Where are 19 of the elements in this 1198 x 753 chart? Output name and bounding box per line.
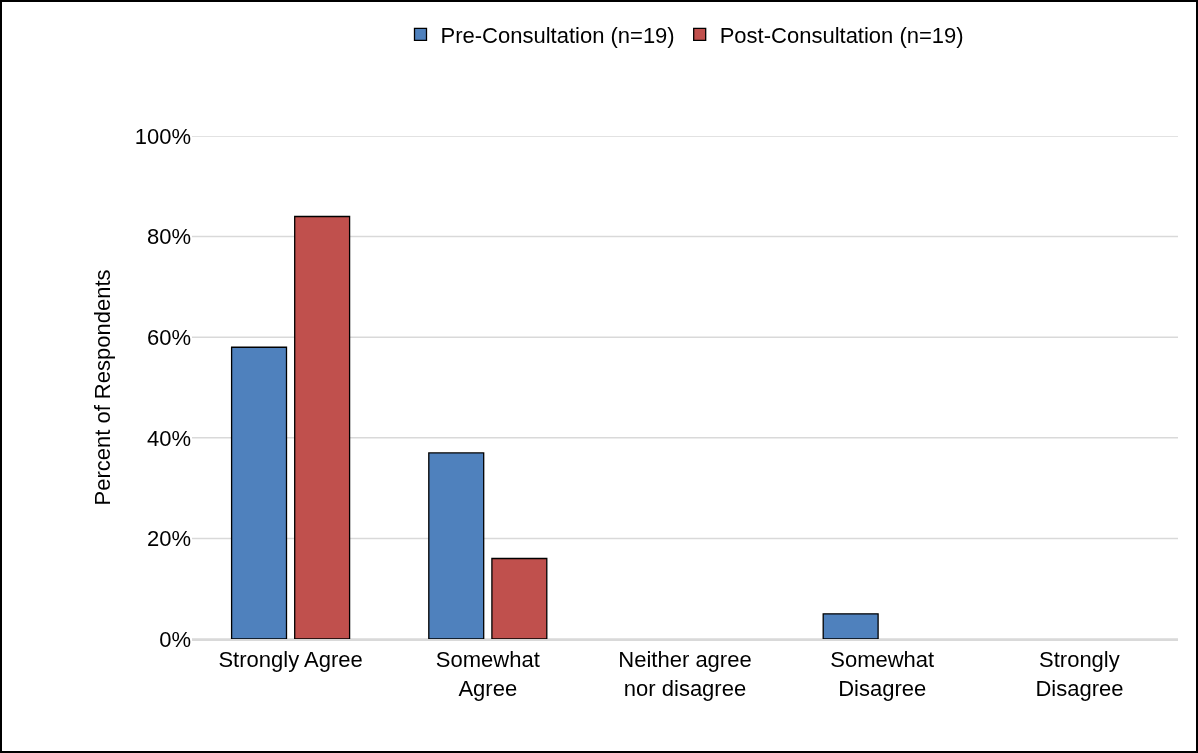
bar xyxy=(294,215,351,639)
legend-label: Pre-Consultation (n=19) xyxy=(440,22,675,48)
x-tick-label: Strongly Agree xyxy=(218,646,363,672)
bar xyxy=(822,613,879,639)
y-tick-label: 80% xyxy=(146,224,191,250)
bar xyxy=(491,557,548,639)
bar xyxy=(230,346,288,639)
y-tick-label: 20% xyxy=(146,526,191,552)
x-tick-label: Somewhat Agree xyxy=(435,646,540,701)
x-tick-label: Neither agree nor disagree xyxy=(618,646,752,701)
y-axis-title: Percent of Respondents xyxy=(89,269,115,506)
y-tick-label: 100% xyxy=(134,123,191,149)
x-tick-label: Somewhat Disagree xyxy=(830,646,935,701)
bar xyxy=(428,452,485,639)
x-tick-label: Strongly Disagree xyxy=(1035,646,1124,701)
legend-label: Post-Consultation (n=19) xyxy=(719,22,964,48)
y-tick-label: 40% xyxy=(146,425,191,451)
y-tick-label: 0% xyxy=(159,626,191,652)
y-tick-label: 60% xyxy=(146,324,191,350)
